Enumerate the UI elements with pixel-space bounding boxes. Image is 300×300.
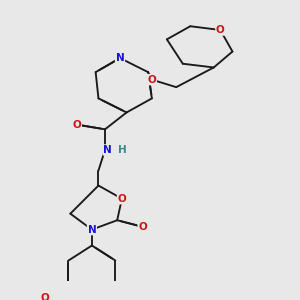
Text: O: O <box>216 25 225 35</box>
Text: O: O <box>41 293 50 300</box>
Text: H: H <box>118 145 126 155</box>
Text: O: O <box>118 194 126 204</box>
Text: O: O <box>148 75 156 85</box>
Text: O: O <box>138 222 147 232</box>
Text: O: O <box>73 120 81 130</box>
Text: N: N <box>103 145 112 155</box>
Text: N: N <box>116 53 124 63</box>
Text: N: N <box>88 225 96 235</box>
